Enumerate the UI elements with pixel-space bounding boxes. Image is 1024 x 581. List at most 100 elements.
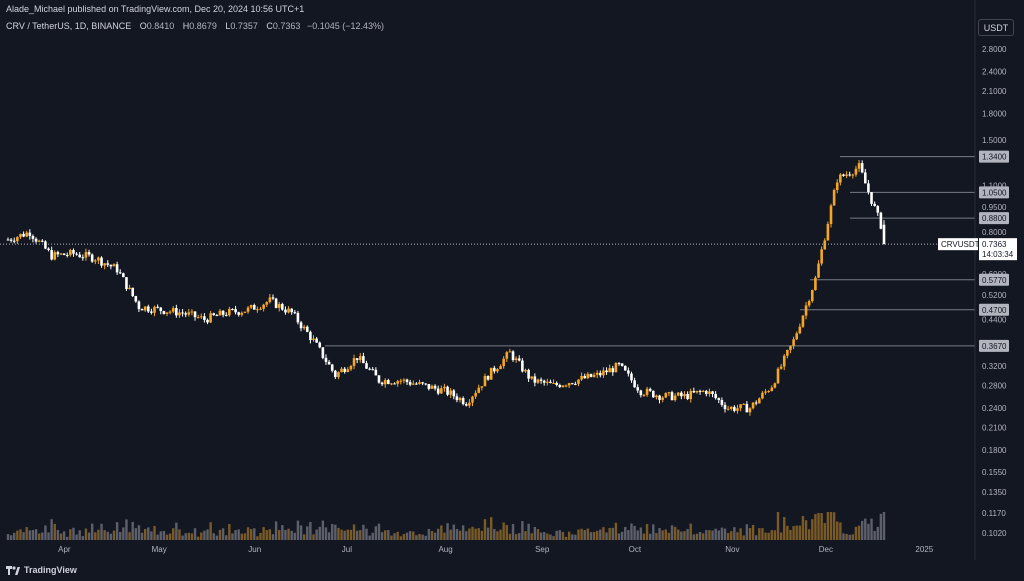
candle-body	[349, 365, 353, 370]
symbol-tag-label: CRVUSDT	[941, 240, 980, 249]
candle-body	[368, 368, 371, 370]
volume-bar	[698, 531, 702, 540]
volume-bar	[736, 532, 739, 540]
candle-body	[199, 316, 203, 318]
candle-body	[84, 252, 88, 258]
volume-bar	[477, 528, 480, 540]
candle-body	[324, 357, 328, 362]
candle-body	[25, 232, 29, 237]
volume-bar	[374, 526, 378, 540]
volume-bar	[533, 526, 537, 540]
candle-body	[458, 398, 462, 401]
volume-bar	[689, 523, 692, 540]
volume-bar	[368, 535, 371, 540]
volume-bar	[278, 530, 281, 540]
candle-body	[810, 290, 814, 302]
candle-body	[305, 326, 309, 332]
candle-body	[561, 385, 565, 388]
candle-body	[586, 373, 590, 379]
volume-bar	[359, 530, 362, 540]
volume-bar	[293, 532, 297, 540]
candle-body	[175, 308, 178, 316]
candle-body	[59, 253, 63, 255]
volume-bar	[807, 529, 811, 540]
candle-body	[427, 383, 431, 389]
candle-body	[580, 375, 583, 380]
candle-body	[486, 375, 490, 380]
volume-bar	[334, 524, 337, 540]
volume-bar	[100, 523, 103, 540]
volume-bar	[122, 527, 125, 540]
candle-body	[449, 390, 452, 395]
volume-bar	[387, 530, 390, 540]
candle-body	[717, 398, 721, 401]
candle-body	[53, 252, 57, 260]
candle-body	[873, 203, 876, 206]
candle-body	[764, 391, 767, 393]
candle-body	[100, 257, 103, 266]
candle-body	[832, 190, 836, 206]
candle-body	[112, 264, 116, 267]
candle-body	[330, 364, 334, 371]
volume-bar	[343, 530, 346, 540]
volume-bar	[667, 532, 671, 540]
candle-body	[9, 239, 13, 241]
volume-bar	[730, 531, 733, 540]
candle-body	[181, 312, 184, 314]
volume-bar	[521, 521, 524, 540]
candle-body	[829, 205, 833, 225]
candle-body	[365, 363, 368, 369]
candle-body	[483, 375, 487, 387]
candle-body	[196, 317, 200, 319]
candle-body	[773, 383, 777, 388]
volume-bar	[842, 533, 845, 540]
candle-body	[882, 224, 886, 245]
volume-bar	[327, 532, 331, 540]
candle-body	[851, 174, 855, 176]
candle-body	[352, 358, 356, 366]
volume-bar	[181, 535, 184, 540]
candle-body	[817, 263, 820, 278]
volume-bar	[461, 525, 465, 540]
volume-bar	[37, 533, 41, 540]
volume-bar	[128, 532, 131, 540]
volume-bar	[449, 529, 452, 540]
volume-bar	[16, 530, 19, 540]
volume-bar	[680, 531, 683, 540]
x-tick-label: Sep	[535, 545, 550, 554]
candle-body	[461, 398, 465, 405]
candle-body	[334, 370, 337, 378]
candle-body	[377, 375, 381, 383]
y-tick-label: 0.2800	[982, 381, 1007, 390]
candle-body	[321, 347, 325, 358]
candle-body	[754, 402, 758, 404]
volume-bar	[318, 526, 321, 540]
candle-body	[146, 306, 150, 312]
volume-bar	[331, 524, 334, 540]
symbol-title[interactable]: CRV / TetherUS, 1D, BINANCE	[6, 21, 132, 31]
volume-bar	[764, 532, 767, 540]
volume-bar	[430, 531, 434, 540]
candle-body	[863, 172, 867, 184]
volume-bar	[412, 531, 415, 540]
candle-body	[65, 255, 69, 257]
candle-body	[178, 312, 181, 316]
candle-body	[489, 367, 493, 380]
volume-bar	[511, 524, 515, 540]
candle-body	[711, 391, 714, 395]
volume-bar	[13, 532, 16, 540]
candle-body	[514, 358, 518, 361]
volume-bar	[72, 527, 75, 540]
currency-button[interactable]: USDT	[978, 19, 1014, 36]
y-tick-label: 0.4400	[982, 315, 1007, 324]
volume-bar	[614, 522, 618, 540]
volume-bar	[240, 533, 244, 540]
candle-body	[31, 236, 35, 239]
volume-bar	[518, 533, 521, 540]
level-tag	[979, 339, 1009, 352]
candle-body	[468, 402, 471, 406]
volume-bar	[253, 528, 256, 540]
volume-bar	[814, 514, 817, 540]
candle-body	[502, 358, 505, 367]
